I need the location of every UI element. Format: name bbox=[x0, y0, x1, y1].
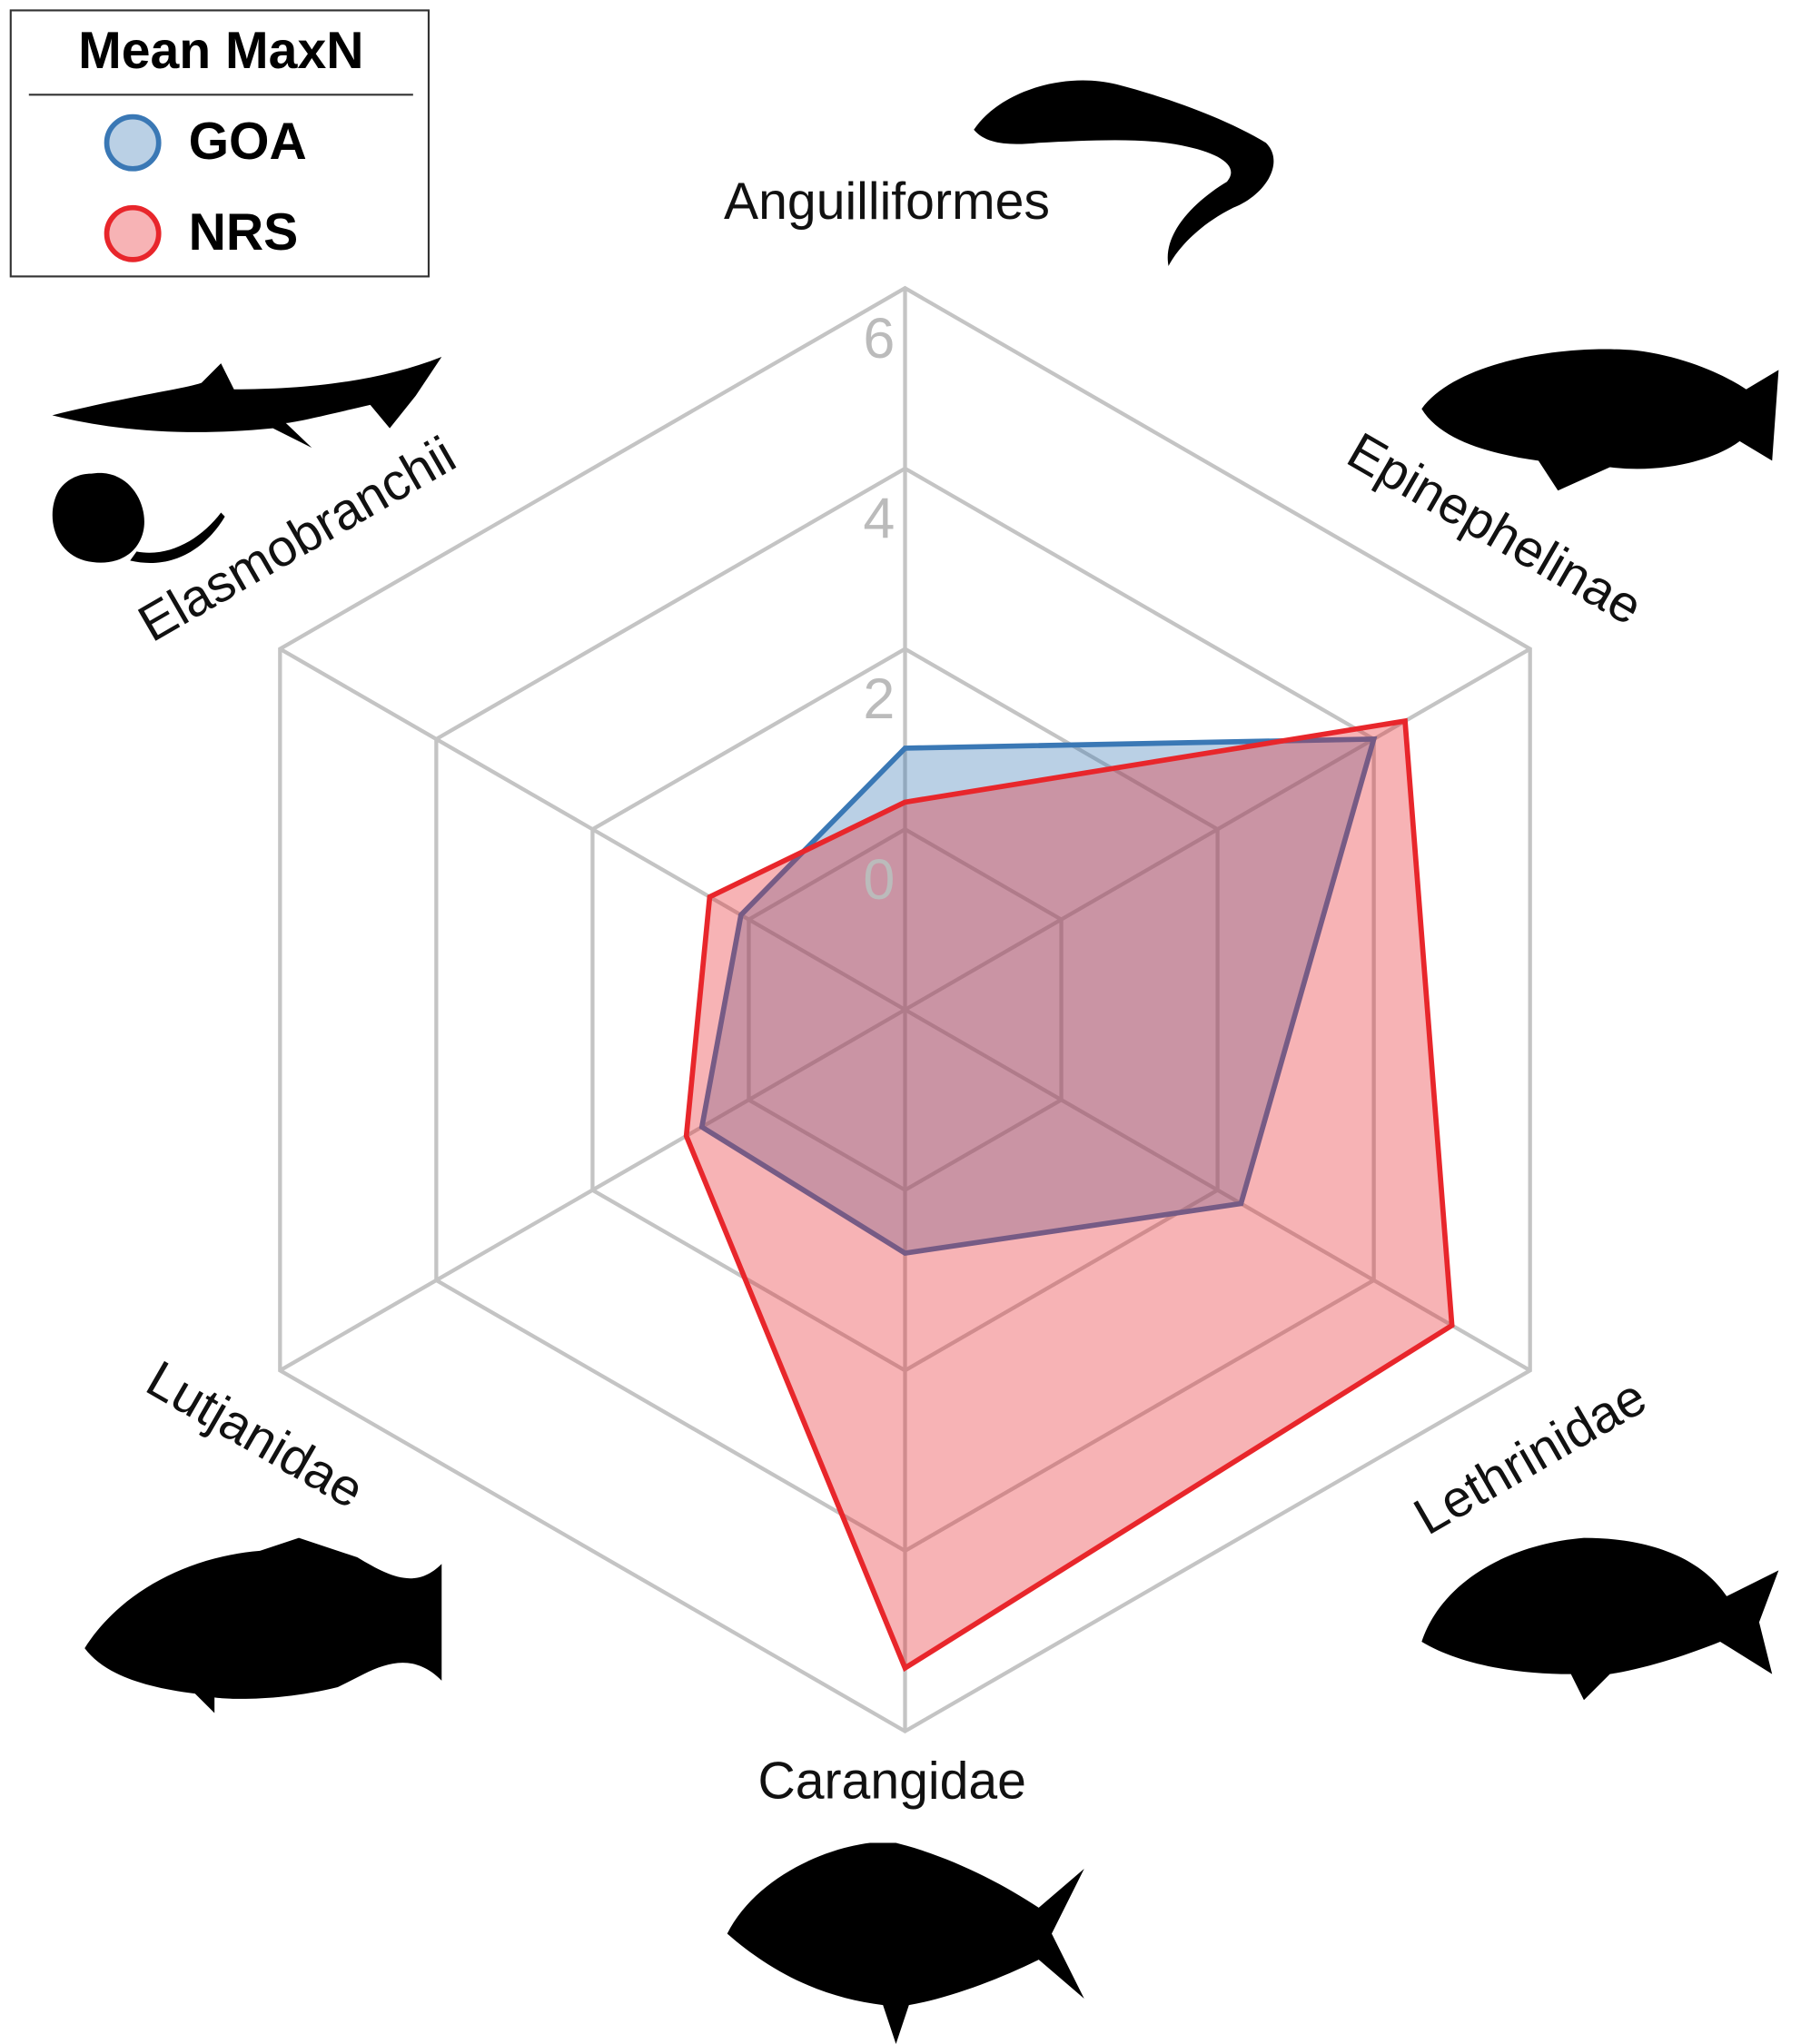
legend-swatch bbox=[104, 114, 162, 172]
category-label: Carangidae bbox=[757, 1752, 1026, 1810]
spoke bbox=[279, 647, 906, 1012]
r-tick-label: 0 bbox=[863, 848, 895, 912]
eel-icon bbox=[974, 80, 1274, 266]
legend-label: GOA bbox=[189, 113, 307, 171]
spoke bbox=[279, 1008, 906, 1373]
legend-box bbox=[9, 9, 430, 278]
category-label: Anguilliformes bbox=[724, 173, 1050, 231]
shark-icon bbox=[52, 357, 442, 449]
spoke bbox=[904, 647, 1531, 1012]
category-label: Lethrinidae bbox=[1404, 1368, 1656, 1546]
r-tick-label: 4 bbox=[863, 488, 895, 551]
grid bbox=[278, 285, 1532, 1734]
legend: Mean MaxN GOA NRS bbox=[9, 9, 430, 278]
r-tick-label: 6 bbox=[863, 307, 895, 370]
ray-icon bbox=[52, 472, 225, 563]
series-area bbox=[698, 736, 1378, 1257]
r-tick-label: 2 bbox=[863, 667, 895, 731]
category-label: Elasmobranchii bbox=[129, 426, 465, 654]
emperor-icon bbox=[1421, 1537, 1779, 1701]
legend-swatch bbox=[104, 204, 162, 262]
snapper-icon bbox=[84, 1537, 442, 1713]
category-label: Lutjanidae bbox=[137, 1350, 373, 1520]
legend-title: Mean MaxN bbox=[78, 22, 363, 80]
grouper-icon bbox=[1421, 349, 1779, 491]
spoke bbox=[904, 1008, 1531, 1373]
trevally-icon bbox=[727, 1842, 1084, 2044]
silhouettes bbox=[52, 80, 1779, 2044]
series-area bbox=[683, 717, 1455, 1673]
legend-label: NRS bbox=[189, 203, 299, 262]
